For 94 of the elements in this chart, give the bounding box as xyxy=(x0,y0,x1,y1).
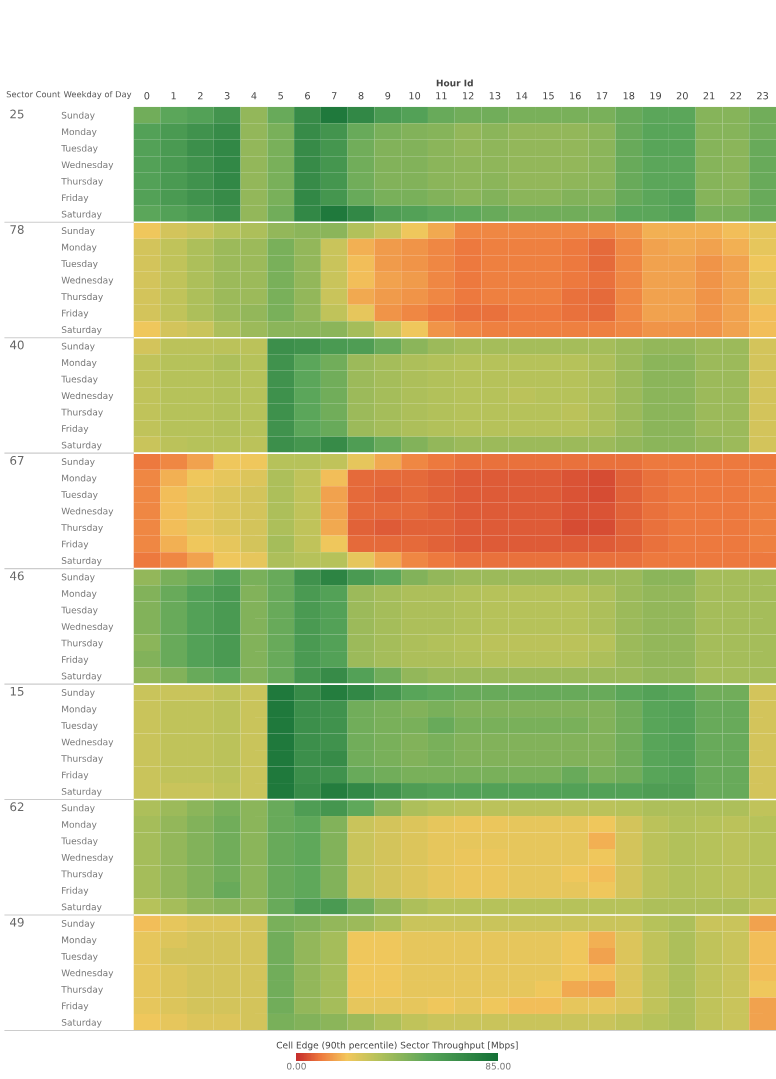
y-tick-label: Saturday xyxy=(61,903,102,913)
y-tick-label: Sunday xyxy=(61,804,95,814)
y-tick-label: Tuesday xyxy=(61,490,98,500)
y-tick-label: Saturday xyxy=(61,672,102,682)
x-tick-label: 11 xyxy=(436,92,447,100)
y-tick-label: Friday xyxy=(62,655,89,665)
y-tick-label: Sunday xyxy=(61,111,95,121)
x-tick-label: 10 xyxy=(409,92,421,100)
y2-tick-label: 49 xyxy=(10,917,24,927)
x-tick-label: 0 xyxy=(144,92,150,100)
y-tick-label: Friday xyxy=(62,540,89,550)
y-tick-label: Tuesday xyxy=(61,952,98,962)
x-tick-label: 1 xyxy=(171,92,176,100)
y-tick-label: Monday xyxy=(62,936,97,946)
x-tick-label: 20 xyxy=(676,92,688,100)
y2-tick-label: 62 xyxy=(10,802,24,812)
x-tick-label: 7 xyxy=(331,92,337,100)
y-tick-label: Saturday xyxy=(61,787,102,797)
y-tick-label: Monday xyxy=(62,820,97,830)
y-tick-label: Friday xyxy=(62,771,89,781)
y-tick-label: Tuesday xyxy=(61,375,98,385)
x-tick-label: 2 xyxy=(198,92,203,100)
x-tick-label: 13 xyxy=(489,92,501,100)
y-tick-label: Monday xyxy=(62,474,97,484)
y-tick-label: Saturday xyxy=(61,1018,102,1028)
y-tick-label: Thursday xyxy=(61,985,103,995)
x-tick-label: 17 xyxy=(596,92,608,100)
x-tick-label: 12 xyxy=(463,92,474,100)
x-tick-label: 22 xyxy=(730,92,742,100)
y-tick-label: Friday xyxy=(62,425,89,434)
y2-tick-label: 46 xyxy=(10,571,24,581)
x-tick-label: 3 xyxy=(224,92,230,100)
y-tick-label: Thursday xyxy=(61,523,103,533)
y-axis-title: Weekday of Day xyxy=(63,90,132,99)
y-tick-label: Wednesday xyxy=(61,392,114,401)
y2-tick-label: 67 xyxy=(10,455,24,465)
y-tick-label: Saturday xyxy=(61,210,102,220)
y-tick-label: Tuesday xyxy=(61,606,98,616)
y-tick-label: Friday xyxy=(62,1002,89,1012)
y-tick-label: Tuesday xyxy=(61,721,98,731)
y-tick-label: Sunday xyxy=(61,573,95,583)
x-tick-label: 4 xyxy=(251,92,257,100)
y-tick-label: Wednesday xyxy=(61,276,114,286)
x-tick-label: 21 xyxy=(703,92,715,100)
y2-axis-title: Sector Count xyxy=(6,91,61,98)
y2-tick-label: 78 xyxy=(10,225,24,234)
y-tick-label: Friday xyxy=(62,194,89,203)
x-axis-title: Hour Id xyxy=(436,79,473,87)
x-tick-label: 18 xyxy=(623,92,635,100)
y-tick-label: Wednesday xyxy=(61,161,114,170)
x-tick-label: 16 xyxy=(570,92,581,100)
x-tick-label: 15 xyxy=(543,92,554,100)
y2-tick-label: 40 xyxy=(10,340,24,350)
y-tick-label: Monday xyxy=(62,243,97,253)
y-tick-label: Wednesday xyxy=(61,622,114,632)
y2-tick-label: 25 xyxy=(10,109,24,119)
y-tick-label: Sunday xyxy=(61,458,95,467)
y-tick-label: Monday xyxy=(62,589,97,599)
y-tick-label: Sunday xyxy=(61,919,95,929)
y-tick-label: Wednesday xyxy=(61,969,114,979)
color-bar-label: 85.00 xyxy=(485,1062,511,1070)
y-tick-label: Sunday xyxy=(61,688,95,698)
y-tick-label: Wednesday xyxy=(61,853,114,863)
y-tick-label: Thursday xyxy=(61,870,103,880)
y-tick-label: Sunday xyxy=(61,227,95,236)
y-tick-label: Friday xyxy=(62,886,89,896)
y-tick-label: Monday xyxy=(62,128,97,137)
y-tick-label: Wednesday xyxy=(61,507,114,517)
y-tick-label: Sunday xyxy=(61,342,95,352)
y-tick-label: Tuesday xyxy=(61,837,98,847)
y-tick-label: Tuesday xyxy=(61,260,98,269)
y-tick-label: Saturday xyxy=(61,326,102,335)
y-tick-label: Wednesday xyxy=(61,738,114,748)
color-bar-title: Cell Edge (90th percentile) Sector Throughput [Mbps] xyxy=(276,1041,518,1051)
x-tick-label: 14 xyxy=(516,92,528,100)
y-tick-label: Friday xyxy=(62,309,89,319)
y-tick-label: Tuesday xyxy=(61,144,98,154)
y-tick-label: Thursday xyxy=(61,177,103,187)
x-tick-label: 8 xyxy=(358,92,364,100)
x-tick-label: 6 xyxy=(305,92,310,100)
y-tick-label: Thursday xyxy=(61,408,103,418)
y-tick-label: Saturday xyxy=(61,556,102,566)
y2-tick-label: 15 xyxy=(10,686,24,696)
y-tick-label: Monday xyxy=(62,705,97,715)
x-tick-label: 5 xyxy=(278,92,283,100)
y-tick-label: Monday xyxy=(62,359,97,368)
x-tick-label: 23 xyxy=(757,92,769,100)
y-tick-label: Thursday xyxy=(61,293,103,302)
y-tick-label: Saturday xyxy=(61,441,102,451)
color-bar-label: 0.00 xyxy=(286,1062,306,1070)
x-tick-label: 19 xyxy=(650,92,662,100)
y-tick-label: Thursday xyxy=(61,754,103,764)
y-tick-label: Thursday xyxy=(61,639,103,649)
x-tick-label: 9 xyxy=(385,92,391,100)
